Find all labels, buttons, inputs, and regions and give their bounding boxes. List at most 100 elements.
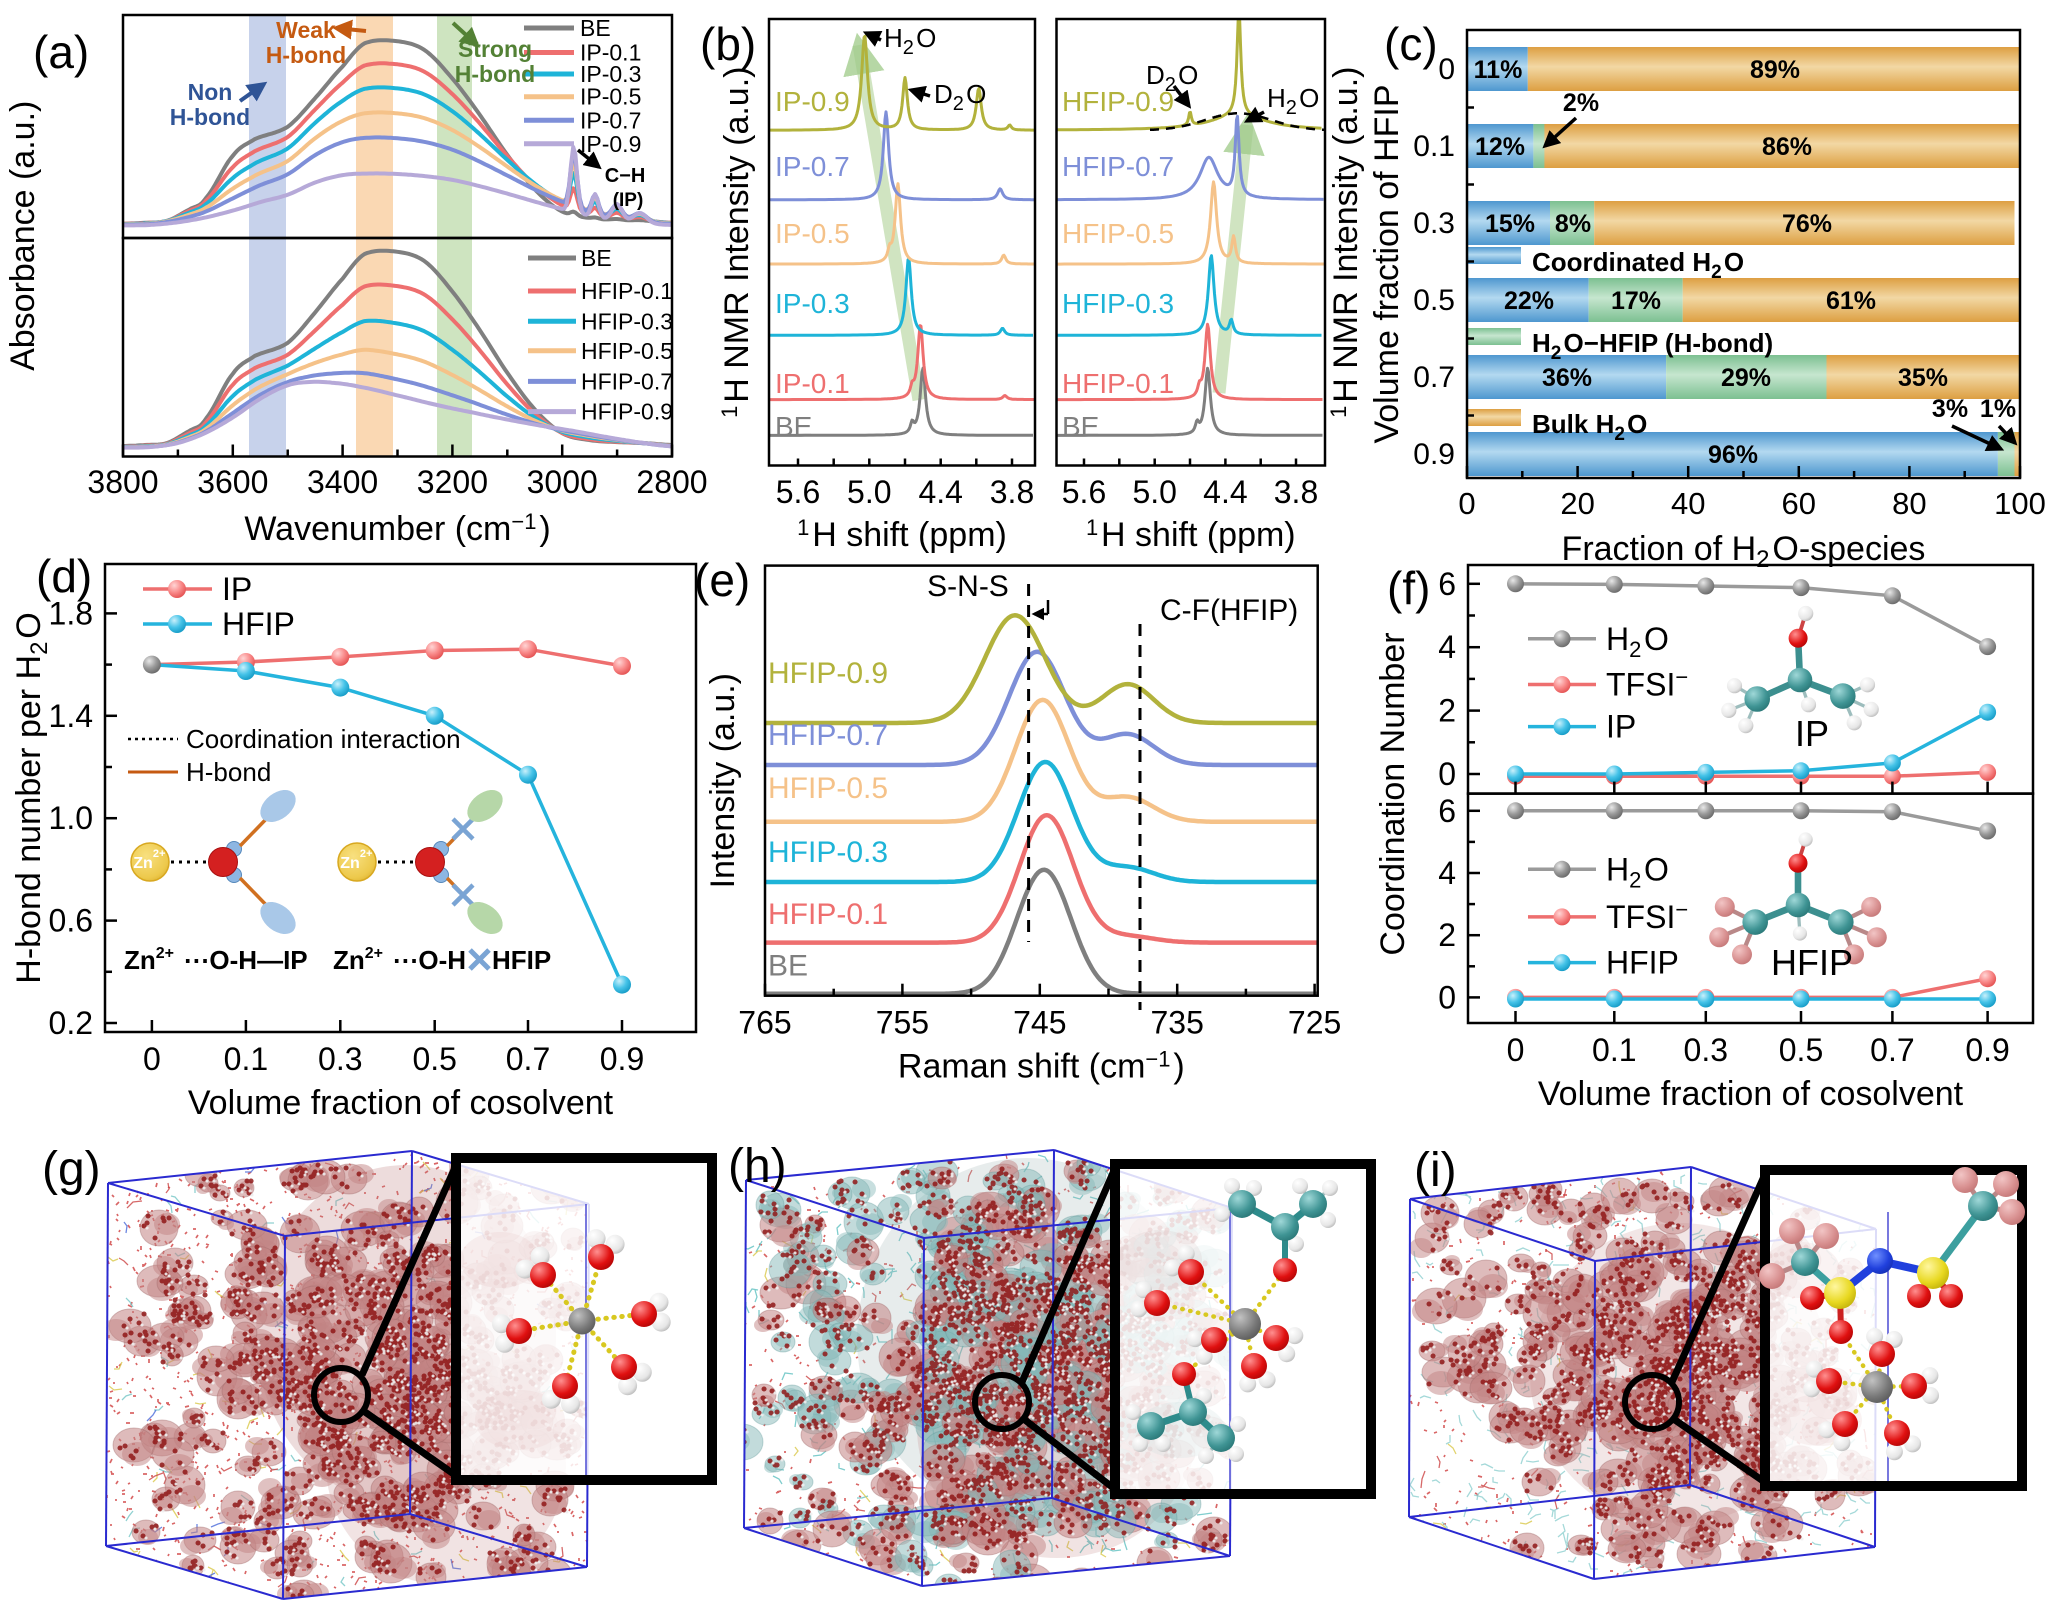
svg-text:89%: 89%: [1750, 56, 1800, 84]
svg-text:H2 O: H2 O: [884, 23, 936, 59]
svg-text:HFIP-0.3: HFIP-0.3: [1062, 288, 1174, 319]
svg-text:6: 6: [1438, 793, 1456, 829]
svg-text:HFIP-0.1: HFIP-0.1: [1062, 368, 1174, 399]
svg-text:17%: 17%: [1611, 287, 1661, 315]
svg-text:1.0: 1.0: [49, 800, 93, 836]
svg-text:IP-0.5: IP-0.5: [580, 84, 641, 110]
svg-text:IP: IP: [222, 571, 252, 607]
svg-text:(i): (i): [1414, 1144, 1457, 1197]
svg-text:0.7: 0.7: [506, 1041, 550, 1077]
svg-text:1 H NMR Intensity (a.u.): 1 H NMR Intensity (a.u.): [717, 66, 756, 417]
svg-text:0.5: 0.5: [1413, 284, 1455, 317]
svg-text:BE: BE: [581, 245, 612, 271]
svg-text:HFIP-0.5: HFIP-0.5: [581, 338, 673, 364]
svg-text:40: 40: [1671, 486, 1705, 521]
svg-text:IP-0.7: IP-0.7: [580, 107, 641, 133]
svg-text:IP-0.5: IP-0.5: [775, 218, 850, 249]
svg-text:HFIP-0.1: HFIP-0.1: [768, 898, 888, 931]
svg-text:36%: 36%: [1542, 364, 1592, 392]
svg-text:5.0: 5.0: [847, 474, 891, 510]
svg-text:Fraction of H2 O-species: Fraction of H2 O-species: [1562, 530, 1926, 573]
svg-text:IP: IP: [1606, 709, 1636, 745]
svg-text:Intensity (a.u.): Intensity (a.u.): [704, 673, 742, 888]
svg-text:TFSI−: TFSI−: [1606, 897, 1691, 935]
svg-text:Coordination Number: Coordination Number: [1374, 632, 1412, 955]
svg-text:11%: 11%: [1474, 56, 1523, 84]
svg-text:4.4: 4.4: [918, 474, 962, 510]
svg-text:2800: 2800: [636, 464, 707, 500]
svg-text:(d): (d): [36, 550, 92, 602]
svg-text:HFIP-0.3: HFIP-0.3: [768, 836, 888, 869]
svg-text:IP-0.3: IP-0.3: [580, 61, 641, 87]
svg-text:3400: 3400: [307, 464, 378, 500]
svg-text:15%: 15%: [1485, 210, 1535, 238]
svg-text:35%: 35%: [1898, 364, 1948, 392]
svg-text:4.4: 4.4: [1203, 474, 1247, 510]
svg-text:6: 6: [1438, 566, 1456, 602]
svg-text:Zn2+ ⋯O-H: Zn2+ ⋯O-H: [333, 945, 466, 975]
svg-text:0.1: 0.1: [1413, 130, 1455, 163]
svg-text:HFIP-0.7: HFIP-0.7: [1062, 151, 1174, 182]
svg-text:HFIP-0.1: HFIP-0.1: [581, 278, 673, 304]
svg-text:BE: BE: [768, 950, 808, 983]
svg-text:H2 O: H2 O: [1606, 621, 1669, 662]
svg-text:IP-0.7: IP-0.7: [775, 151, 850, 182]
svg-text:HFIP: HFIP: [222, 606, 295, 642]
svg-text:Non: Non: [188, 79, 233, 105]
svg-text:3.8: 3.8: [990, 474, 1034, 510]
svg-text:(IP): (IP): [613, 190, 644, 211]
svg-text:HFIP-0.3: HFIP-0.3: [581, 308, 673, 334]
svg-text:0.3: 0.3: [1684, 1032, 1728, 1068]
svg-text:Volume fraction of HFIP: Volume fraction of HFIP: [1368, 84, 1406, 443]
svg-text:0.5: 0.5: [412, 1041, 456, 1077]
svg-text:1.8: 1.8: [49, 595, 93, 631]
svg-text:BE: BE: [775, 411, 812, 442]
svg-text:Coordinated H2 O: Coordinated H2 O: [1532, 247, 1744, 283]
svg-text:IP-0.1: IP-0.1: [775, 368, 850, 399]
svg-text:0.7: 0.7: [1413, 361, 1455, 394]
svg-text:Raman shift (cm−1 ): Raman shift (cm−1 ): [898, 1047, 1185, 1086]
svg-text:H-bond number per H2 O: H-bond number per H2 O: [10, 612, 53, 983]
svg-text:735: 735: [1151, 1005, 1204, 1041]
svg-text:HFIP-0.9: HFIP-0.9: [1062, 86, 1174, 117]
svg-text:4: 4: [1438, 629, 1456, 665]
svg-text:76%: 76%: [1782, 210, 1832, 238]
svg-text:765: 765: [738, 1005, 791, 1041]
svg-text:2: 2: [1438, 917, 1456, 953]
svg-text:3.8: 3.8: [1274, 474, 1318, 510]
svg-text:0.5: 0.5: [1779, 1032, 1823, 1068]
svg-text:29%: 29%: [1721, 364, 1771, 392]
svg-text:0.3: 0.3: [1413, 207, 1455, 240]
svg-text:IP-0.9: IP-0.9: [775, 86, 850, 117]
svg-text:0: 0: [1438, 53, 1455, 86]
svg-text:725: 725: [1288, 1005, 1341, 1041]
svg-text:745: 745: [1013, 1005, 1066, 1041]
svg-text:IP-0.9: IP-0.9: [580, 131, 641, 157]
svg-text:HFIP-0.5: HFIP-0.5: [768, 772, 888, 805]
svg-text:HFIP-0.9: HFIP-0.9: [768, 657, 888, 690]
svg-text:12%: 12%: [1475, 133, 1525, 161]
svg-text:C-F(HFIP): C-F(HFIP): [1160, 594, 1298, 627]
svg-text:0: 0: [143, 1041, 161, 1077]
svg-text:3%: 3%: [1932, 395, 1968, 423]
svg-text:IP-0.1: IP-0.1: [580, 40, 641, 66]
svg-text:Weak: Weak: [276, 17, 336, 43]
svg-text:5.0: 5.0: [1132, 474, 1176, 510]
svg-text:60: 60: [1782, 486, 1816, 521]
svg-text:Coordination interaction: Coordination interaction: [186, 724, 461, 754]
svg-text:0.9: 0.9: [600, 1041, 644, 1077]
svg-text:Wavenumber (cm−1 ): Wavenumber (cm−1 ): [244, 509, 550, 548]
svg-text:Zn2+ ⋯O-H—IP: Zn2+ ⋯O-H—IP: [124, 945, 308, 975]
svg-text:0.1: 0.1: [1592, 1032, 1636, 1068]
svg-text:0: 0: [1458, 486, 1475, 521]
svg-text:1 H NMR Intensity (a.u.): 1 H NMR Intensity (a.u.): [1326, 66, 1365, 417]
svg-text:0: 0: [1507, 1032, 1525, 1068]
svg-text:H-bond: H-bond: [186, 757, 271, 787]
svg-text:100: 100: [1994, 486, 2046, 521]
svg-text:20: 20: [1560, 486, 1594, 521]
svg-text:HFIP-0.7: HFIP-0.7: [768, 719, 888, 752]
svg-text:5.6: 5.6: [776, 474, 820, 510]
svg-text:D2 O: D2 O: [934, 79, 986, 115]
svg-text:0: 0: [1438, 979, 1456, 1015]
svg-text:1 H shift (ppm): 1 H shift (ppm): [797, 515, 1007, 554]
